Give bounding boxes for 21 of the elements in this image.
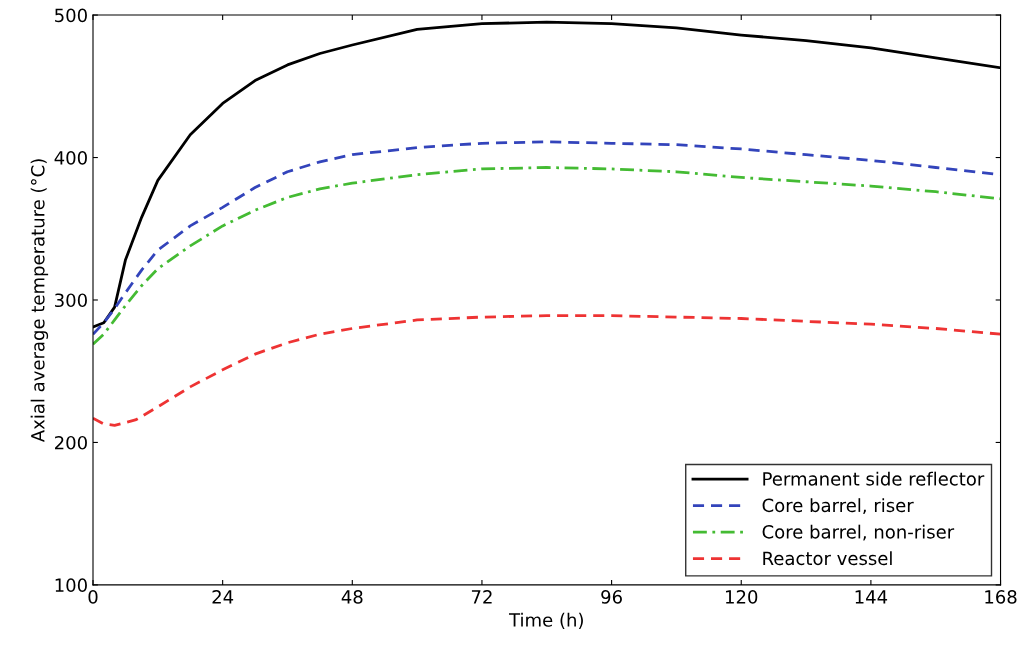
x-tick-label: 120 [725, 590, 758, 604]
y-tick-label: 300 [55, 293, 87, 308]
x-tick-label: 168 [985, 590, 1017, 604]
legend-label: Core barrel, riser [762, 498, 914, 514]
x-tick-label: 144 [855, 590, 888, 604]
x-tick-label: 96 [601, 590, 622, 604]
legend-label: Permanent side reflector [763, 471, 985, 486]
x-tick-label: 48 [341, 590, 363, 604]
x-tick-label: 72 [471, 590, 492, 604]
x-axis-title: Time (h) [508, 612, 583, 629]
y-axis-title: Axial average temperature (°C) [30, 159, 49, 443]
legend-label: Reactor vessel [763, 551, 892, 566]
y-tick-label: 100 [55, 578, 87, 593]
y-tick-label: 500 [55, 8, 87, 23]
line-series [93, 166, 1001, 346]
legend-label: Core barrel, non-riser [762, 524, 955, 541]
y-tick-label: 400 [54, 150, 87, 165]
x-tick-label: 0 [88, 590, 98, 604]
y-tick-label: 200 [55, 435, 87, 450]
x-tick-label: 24 [212, 590, 234, 604]
line-series [93, 314, 1001, 427]
